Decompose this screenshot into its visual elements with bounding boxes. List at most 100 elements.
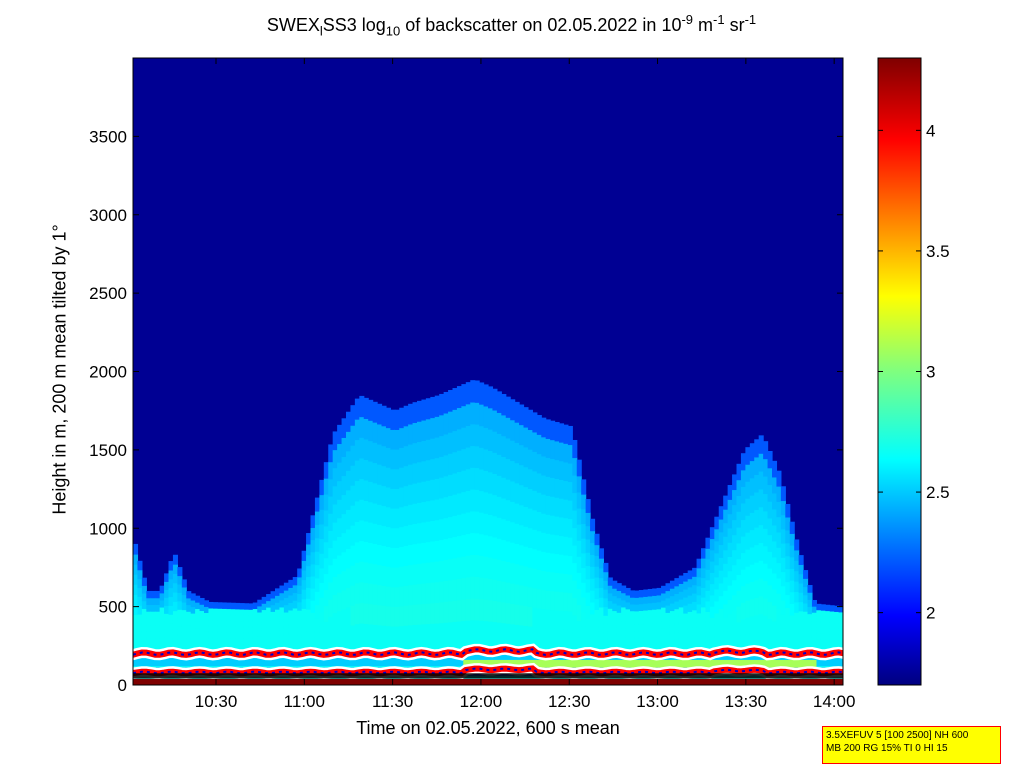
heatmap-cell <box>519 404 525 426</box>
heatmap-cell <box>740 569 746 587</box>
heatmap-cell <box>341 418 347 438</box>
heatmap-cell <box>727 570 733 586</box>
heatmap-cell <box>443 622 449 644</box>
heatmap-cell <box>607 608 613 617</box>
heatmap-cell <box>630 617 636 625</box>
heatmap-cell <box>789 568 795 581</box>
heatmap-cell <box>740 602 746 620</box>
x-tick-label: 12:00 <box>460 692 503 711</box>
heatmap-cell <box>692 567 698 577</box>
heatmap-cell <box>696 594 702 605</box>
heatmap-cell <box>501 456 507 478</box>
heatmap-cell <box>585 578 591 593</box>
heatmap-cell <box>767 517 773 536</box>
heatmap-cell <box>594 576 600 589</box>
heatmap-cell <box>798 555 804 565</box>
heatmap-cell <box>212 613 218 621</box>
heatmap-cell <box>780 543 786 558</box>
heatmap-cell <box>820 633 826 640</box>
heatmap-cell <box>559 460 565 481</box>
heatmap-cell <box>656 587 662 596</box>
heatmap-cell <box>168 569 174 580</box>
heatmap-cell <box>217 637 223 645</box>
heatmap-cell <box>488 471 494 494</box>
heatmap-cell <box>740 585 746 603</box>
heatmap-cell <box>701 606 707 618</box>
heatmap-cell <box>417 624 423 646</box>
heatmap-cell <box>767 501 773 519</box>
heatmap-cell <box>732 534 738 551</box>
heatmap-cell <box>527 567 533 588</box>
heatmap-cell <box>669 603 675 612</box>
heatmap-cell <box>674 639 680 648</box>
heatmap-cell <box>310 575 316 589</box>
heatmap-cell <box>683 604 689 614</box>
heatmap-cell <box>186 611 192 619</box>
heatmap-cell <box>621 642 627 651</box>
heatmap-cell <box>479 555 485 578</box>
heatmap-cell <box>705 558 711 570</box>
heatmap-cell <box>488 578 494 601</box>
heatmap-cell <box>523 486 529 507</box>
heatmap-cell <box>598 597 604 608</box>
heatmap-cell <box>456 428 462 451</box>
heatmap-cell <box>275 595 281 603</box>
heatmap-cell <box>230 608 236 616</box>
heatmap-cell <box>141 577 147 586</box>
heatmap-cell <box>598 567 604 579</box>
heatmap-cell <box>572 492 578 511</box>
heatmap-cell <box>709 594 715 607</box>
heatmap-cell <box>550 533 556 554</box>
heatmap-cell <box>545 590 551 610</box>
heatmap-cell <box>275 588 281 596</box>
heatmap-cell <box>630 597 636 605</box>
heatmap-cell <box>208 625 214 633</box>
heatmap-cell <box>590 578 596 591</box>
heatmap-cell <box>243 609 249 616</box>
heatmap-cell <box>137 569 143 580</box>
heatmap-cell <box>448 411 454 433</box>
heatmap-cell <box>656 615 662 624</box>
heatmap-cell <box>341 475 347 496</box>
heatmap-cell <box>257 636 263 643</box>
heatmap-cell <box>763 580 769 599</box>
heatmap-cell <box>638 623 644 632</box>
heatmap-cell <box>669 625 675 634</box>
heatmap-cell <box>385 467 391 488</box>
heatmap-cell <box>576 540 582 557</box>
heatmap-cell <box>479 512 485 535</box>
heatmap-cell <box>319 479 325 496</box>
heatmap-cell <box>772 636 778 654</box>
heatmap-cell <box>164 589 170 598</box>
heatmap-cell <box>270 591 276 599</box>
heatmap-cell <box>581 538 587 554</box>
heatmap-cell <box>314 591 320 606</box>
heatmap-cell <box>217 620 223 627</box>
heatmap-cell <box>758 471 764 490</box>
heatmap-cell <box>683 588 689 598</box>
heatmap-cell <box>794 643 800 655</box>
heatmap-cell <box>616 641 622 650</box>
heatmap-cell <box>332 503 338 523</box>
heatmap-cell <box>567 462 573 483</box>
heatmap-cell <box>754 509 760 528</box>
heatmap-cell <box>523 526 529 547</box>
heatmap-cell <box>354 603 360 625</box>
heatmap-cell <box>798 629 804 640</box>
heatmap-cell <box>634 637 640 646</box>
heatmap-cell <box>439 477 445 499</box>
heatmap-cell <box>275 622 281 631</box>
heatmap-cell <box>665 597 671 606</box>
heatmap-cell <box>709 639 715 652</box>
heatmap-cell <box>714 624 720 638</box>
heatmap-cell <box>843 612 848 618</box>
heatmap-cell <box>372 543 378 565</box>
heatmap-cell <box>186 624 192 632</box>
heatmap-cell <box>749 598 755 617</box>
heatmap-cell <box>763 563 769 582</box>
heatmap-cell <box>585 565 591 580</box>
heatmap-cell <box>323 621 329 638</box>
heatmap-cell <box>572 509 578 529</box>
heatmap-cell <box>590 518 596 532</box>
heatmap-cell <box>638 590 644 598</box>
